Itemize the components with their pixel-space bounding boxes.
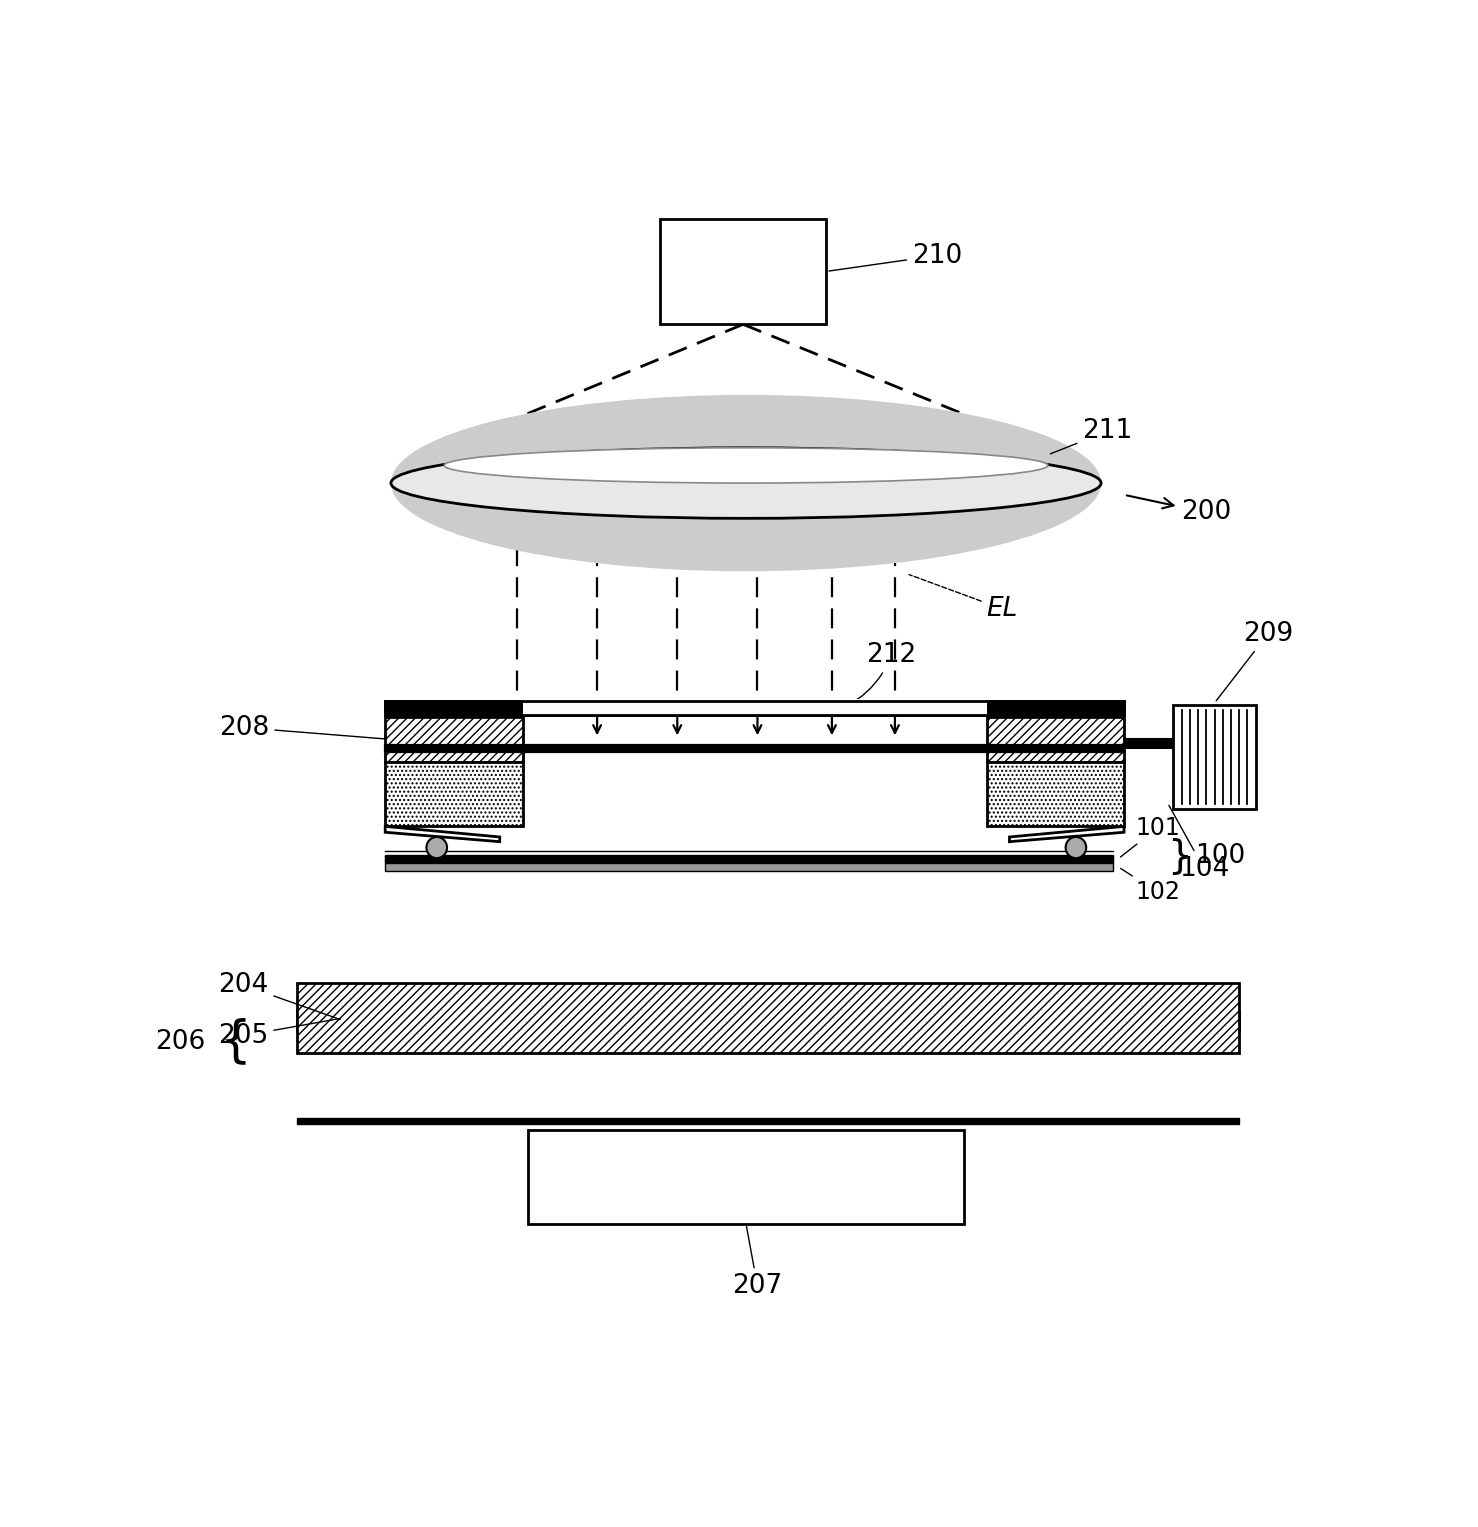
Bar	[1125, 739, 1174, 748]
Text: 207: 207	[733, 1226, 782, 1299]
Bar	[386, 701, 1125, 715]
Text: {: {	[219, 1017, 251, 1066]
Circle shape	[1066, 837, 1086, 858]
Ellipse shape	[390, 395, 1101, 571]
Ellipse shape	[390, 447, 1101, 518]
Text: 205: 205	[219, 1019, 340, 1049]
Text: 101: 101	[1120, 815, 1181, 857]
Polygon shape	[1009, 826, 1125, 841]
Bar	[386, 855, 1113, 863]
Text: 209: 209	[1216, 620, 1293, 701]
Polygon shape	[386, 826, 500, 841]
Bar	[297, 1118, 1239, 1124]
Text: 204: 204	[219, 973, 340, 1020]
Bar	[297, 983, 1239, 1054]
Text: 210: 210	[829, 243, 962, 270]
Ellipse shape	[445, 447, 1048, 483]
Bar	[661, 218, 826, 324]
Text: }: }	[1168, 837, 1193, 875]
Text: 100: 100	[1196, 843, 1246, 869]
Text: 208: 208	[219, 715, 389, 741]
Bar	[386, 863, 1113, 870]
Text: 104: 104	[1169, 805, 1230, 881]
Bar	[297, 1011, 1239, 1029]
Bar	[529, 1130, 964, 1223]
Bar	[1174, 705, 1256, 809]
Text: EL: EL	[909, 574, 1018, 621]
Bar	[987, 762, 1125, 826]
Text: 200: 200	[1126, 495, 1231, 525]
Bar	[987, 718, 1125, 762]
Bar	[523, 699, 987, 716]
Bar	[297, 1044, 1239, 1049]
Circle shape	[427, 837, 446, 858]
Bar	[386, 701, 1125, 715]
Text: 206: 206	[155, 1029, 205, 1055]
Text: 102: 102	[1120, 869, 1181, 904]
Text: 212: 212	[845, 641, 916, 707]
Bar	[386, 745, 1125, 753]
Bar	[386, 762, 523, 826]
Text: 211: 211	[1051, 418, 1132, 454]
Bar	[386, 718, 523, 762]
Bar	[297, 1019, 1239, 1025]
